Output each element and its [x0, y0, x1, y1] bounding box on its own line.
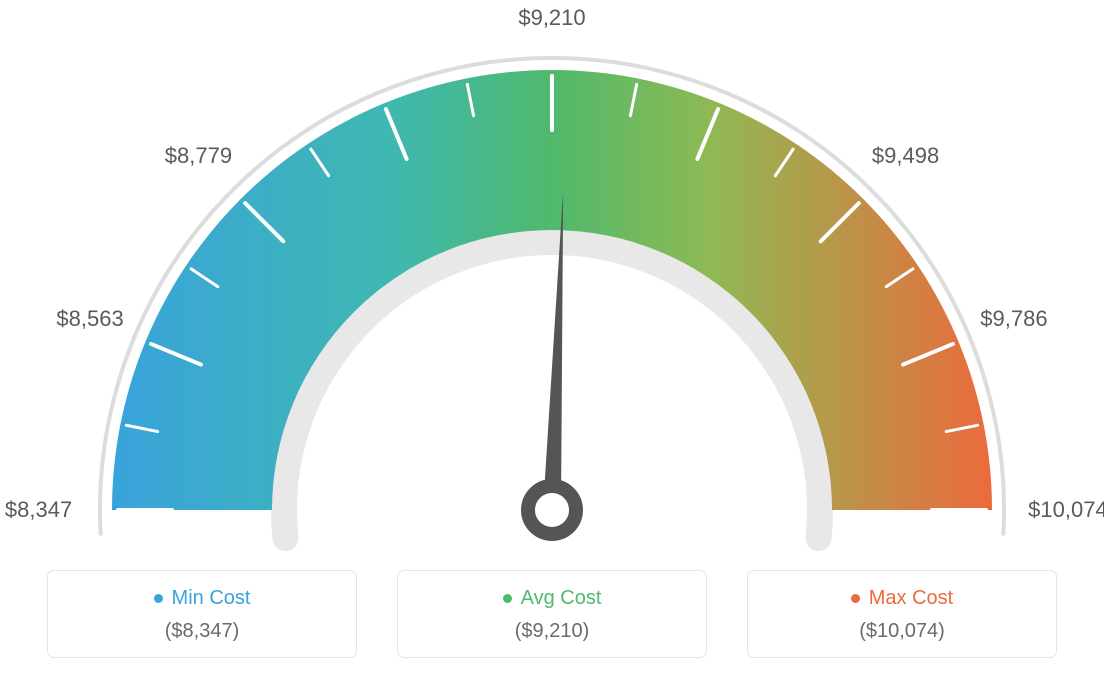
legend-card-min: Min Cost ($8,347)	[47, 570, 357, 658]
avg-cost-title: Avg Cost	[521, 587, 602, 610]
gauge-tick-label: $10,074	[1028, 497, 1104, 523]
gauge-tick-label: $9,210	[518, 5, 585, 31]
legend-row: Min Cost ($8,347) Avg Cost ($9,210) Max …	[0, 560, 1104, 658]
gauge-tick-label: $8,347	[5, 497, 72, 523]
max-cost-value: ($10,074)	[748, 620, 1056, 643]
gauge-tick-label: $8,779	[165, 143, 232, 169]
gauge-tick-label: $8,563	[56, 306, 123, 332]
min-cost-title: Min Cost	[172, 587, 251, 610]
legend-card-avg: Avg Cost ($9,210)	[397, 570, 707, 658]
avg-cost-dot	[503, 594, 512, 603]
min-cost-value: ($8,347)	[48, 620, 356, 643]
avg-cost-value: ($9,210)	[398, 620, 706, 643]
gauge-tick-label: $9,498	[872, 143, 939, 169]
gauge-chart: $8,347 $8,563 $8,779 $9,210 $9,498 $9,786 $10,…	[0, 0, 1104, 560]
legend-card-max: Max Cost ($10,074)	[747, 570, 1057, 658]
gauge-svg	[0, 0, 1104, 560]
max-cost-dot	[851, 594, 860, 603]
gauge-tick-label: $9,786	[980, 306, 1047, 332]
max-cost-title: Max Cost	[869, 587, 953, 610]
min-cost-dot	[154, 594, 163, 603]
